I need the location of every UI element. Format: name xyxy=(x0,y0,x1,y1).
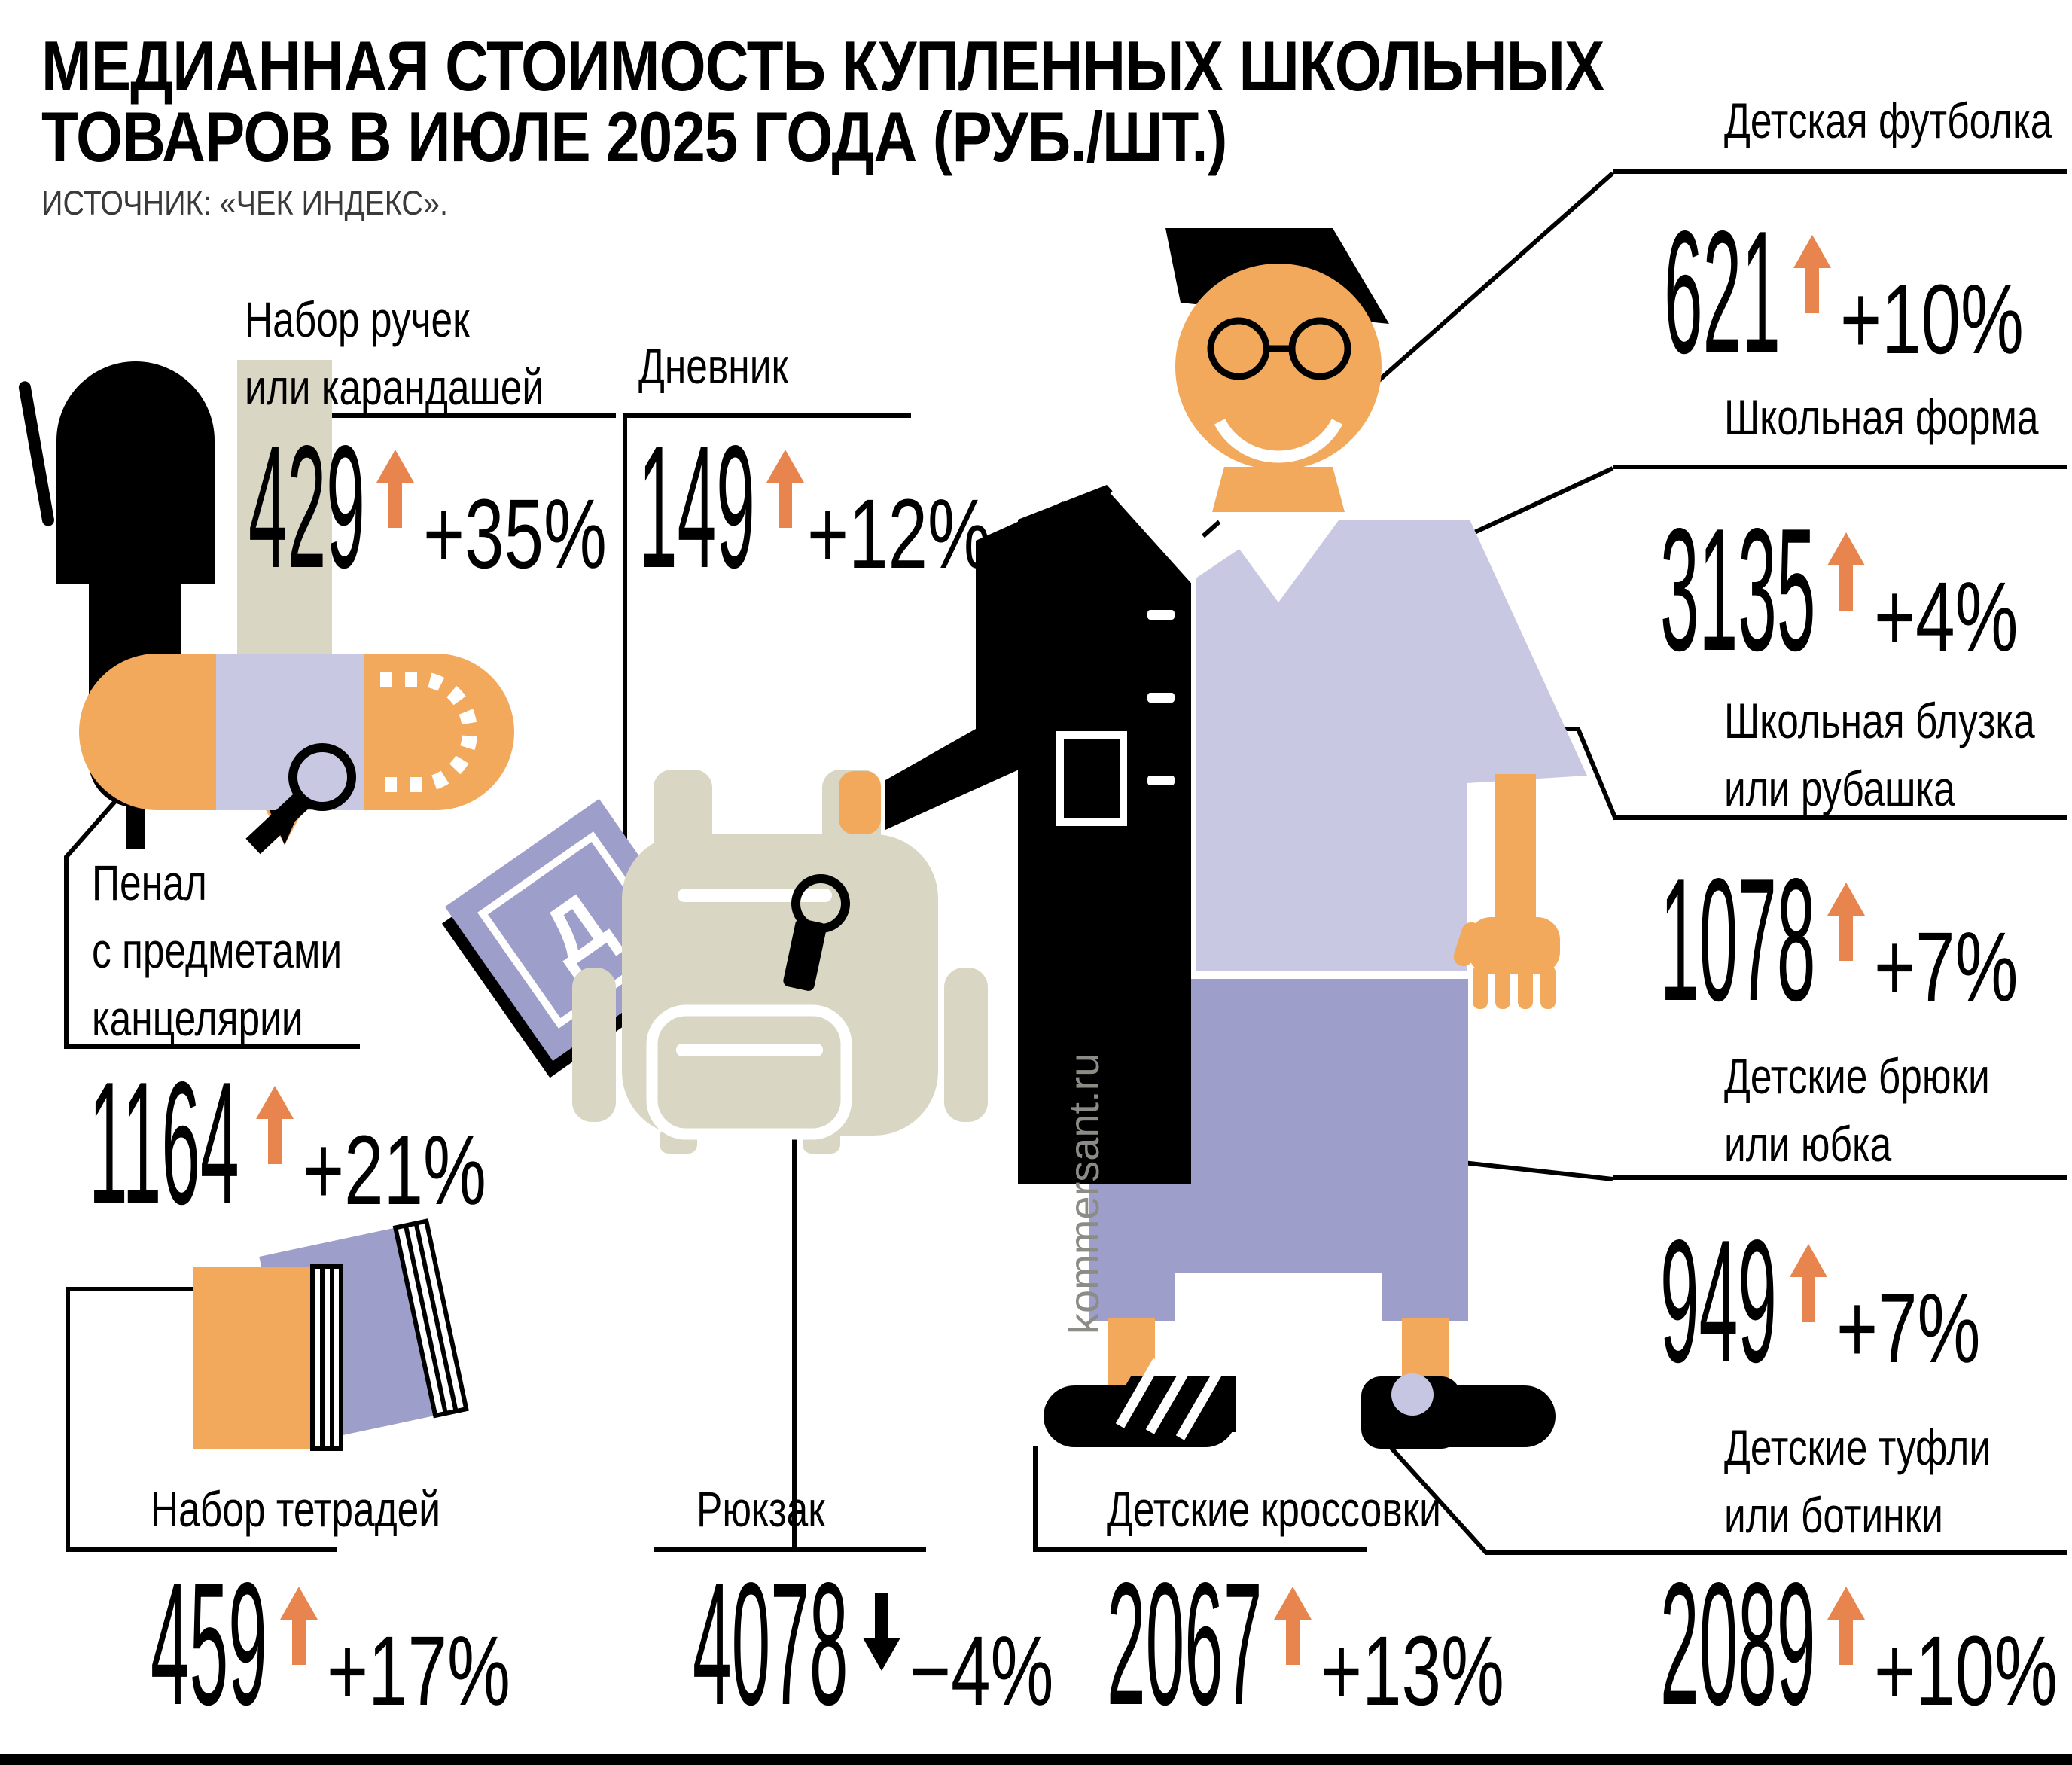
value-trousers: 949 xyxy=(1660,1204,1777,1399)
value-pens: 429 xyxy=(248,410,365,605)
value-shoes: 2089 xyxy=(1660,1547,1816,1742)
lapel-line xyxy=(1110,488,1197,584)
up-arrow-icon xyxy=(1827,1587,1865,1665)
up-arrow-icon xyxy=(766,450,804,528)
change-shoes: +10% xyxy=(1874,1615,2058,1726)
shirt-v xyxy=(1212,512,1345,602)
up-arrow-icon xyxy=(1793,235,1831,313)
label-notebooks: Набор тетрадей xyxy=(151,1481,441,1537)
button xyxy=(1147,610,1175,620)
up-arrow-icon xyxy=(376,450,414,528)
pencil-case-icon xyxy=(79,654,514,855)
forearm-right xyxy=(1495,774,1536,925)
label-pens: Набор ручек или карандашей xyxy=(245,291,544,415)
value-sneakers: 2067 xyxy=(1107,1547,1263,1742)
label-blouse: Школьная блузка или рубашка xyxy=(1724,693,2035,816)
source-note: ИСТОЧНИК: «ЧЕК ИНДЕКС». xyxy=(41,184,449,222)
change-uniform: +4% xyxy=(1874,561,2019,672)
up-arrow-icon xyxy=(280,1587,318,1665)
change-blouse: +7% xyxy=(1874,911,2019,1022)
hand-right xyxy=(1453,917,1560,1009)
magnifier-icon xyxy=(245,743,356,855)
callout-diary xyxy=(623,413,911,872)
button xyxy=(1147,776,1175,785)
value-tshirt: 621 xyxy=(1664,195,1781,390)
collar xyxy=(1212,467,1345,512)
page-title-line2: ТОВАРОВ В ИЮЛЕ 2025 ГОДА (РУБ./ШТ.) xyxy=(41,97,1227,176)
label-tshirt: Детская футболка xyxy=(1724,93,2052,148)
shoe-right-icon xyxy=(1361,1373,1556,1449)
keychain-icon xyxy=(783,874,850,991)
label-sneakers: Детские кроссовки xyxy=(1107,1481,1441,1537)
jacket-pocket xyxy=(1056,731,1127,826)
schoolboy-figure xyxy=(839,228,1587,1449)
value-backpack: 4078 xyxy=(693,1547,849,1742)
up-arrow-icon xyxy=(1790,1244,1827,1322)
label-shoes: Детские туфли или ботинки xyxy=(1724,1419,1991,1543)
up-arrow-icon xyxy=(1827,532,1865,611)
change-pencilcase: +21% xyxy=(303,1114,486,1225)
label-trousers: Детские брюки или юбка xyxy=(1724,1048,1990,1172)
up-arrow-icon xyxy=(256,1086,294,1164)
change-notebooks: +17% xyxy=(327,1615,510,1726)
value-uniform: 3135 xyxy=(1660,492,1816,687)
change-tshirt: +10% xyxy=(1840,264,2024,374)
change-diary: +12% xyxy=(807,478,991,589)
jacket xyxy=(1018,485,1191,1184)
label-diary: Дневник xyxy=(638,338,788,394)
change-backpack: −4% xyxy=(910,1615,1054,1726)
shirt xyxy=(1196,520,1587,971)
hand-left xyxy=(839,771,881,834)
watermark: kommersant.ru xyxy=(1060,1053,1108,1334)
up-arrow-icon xyxy=(1274,1587,1312,1665)
label-pencilcase: Пенал с предметами канцелярии xyxy=(92,855,343,1046)
up-arrow-icon xyxy=(1827,882,1865,961)
sneaker-left-icon xyxy=(1044,1358,1236,1447)
label-uniform: Школьная форма xyxy=(1724,389,2039,445)
bottom-bar xyxy=(0,1754,2072,1765)
value-notebooks: 459 xyxy=(151,1547,267,1742)
glasses-icon xyxy=(1207,317,1351,380)
change-trousers: +7% xyxy=(1836,1273,1981,1383)
callout-notebooks xyxy=(66,1287,337,1552)
smile xyxy=(1214,418,1343,463)
callout-sneakers xyxy=(1033,1446,1367,1552)
jacket-sleeve xyxy=(885,501,1063,830)
notebooks-icon xyxy=(193,1218,469,1451)
change-sneakers: +13% xyxy=(1321,1615,1504,1726)
change-pens: +35% xyxy=(423,478,607,589)
value-diary: 149 xyxy=(638,410,755,605)
down-arrow-icon xyxy=(863,1593,900,1671)
value-pencilcase: 1164 xyxy=(89,1046,239,1241)
value-blouse: 1078 xyxy=(1660,843,1816,1038)
label-backpack: Рюкзак xyxy=(696,1481,825,1537)
page-title-line1: МЕДИАННАЯ СТОИМОСТЬ КУПЛЕННЫХ ШКОЛЬНЫХ xyxy=(41,26,1604,105)
face xyxy=(1175,264,1382,470)
callout-shoes xyxy=(1388,1445,2067,1555)
backpack-icon xyxy=(572,770,988,1154)
button xyxy=(1147,693,1175,703)
